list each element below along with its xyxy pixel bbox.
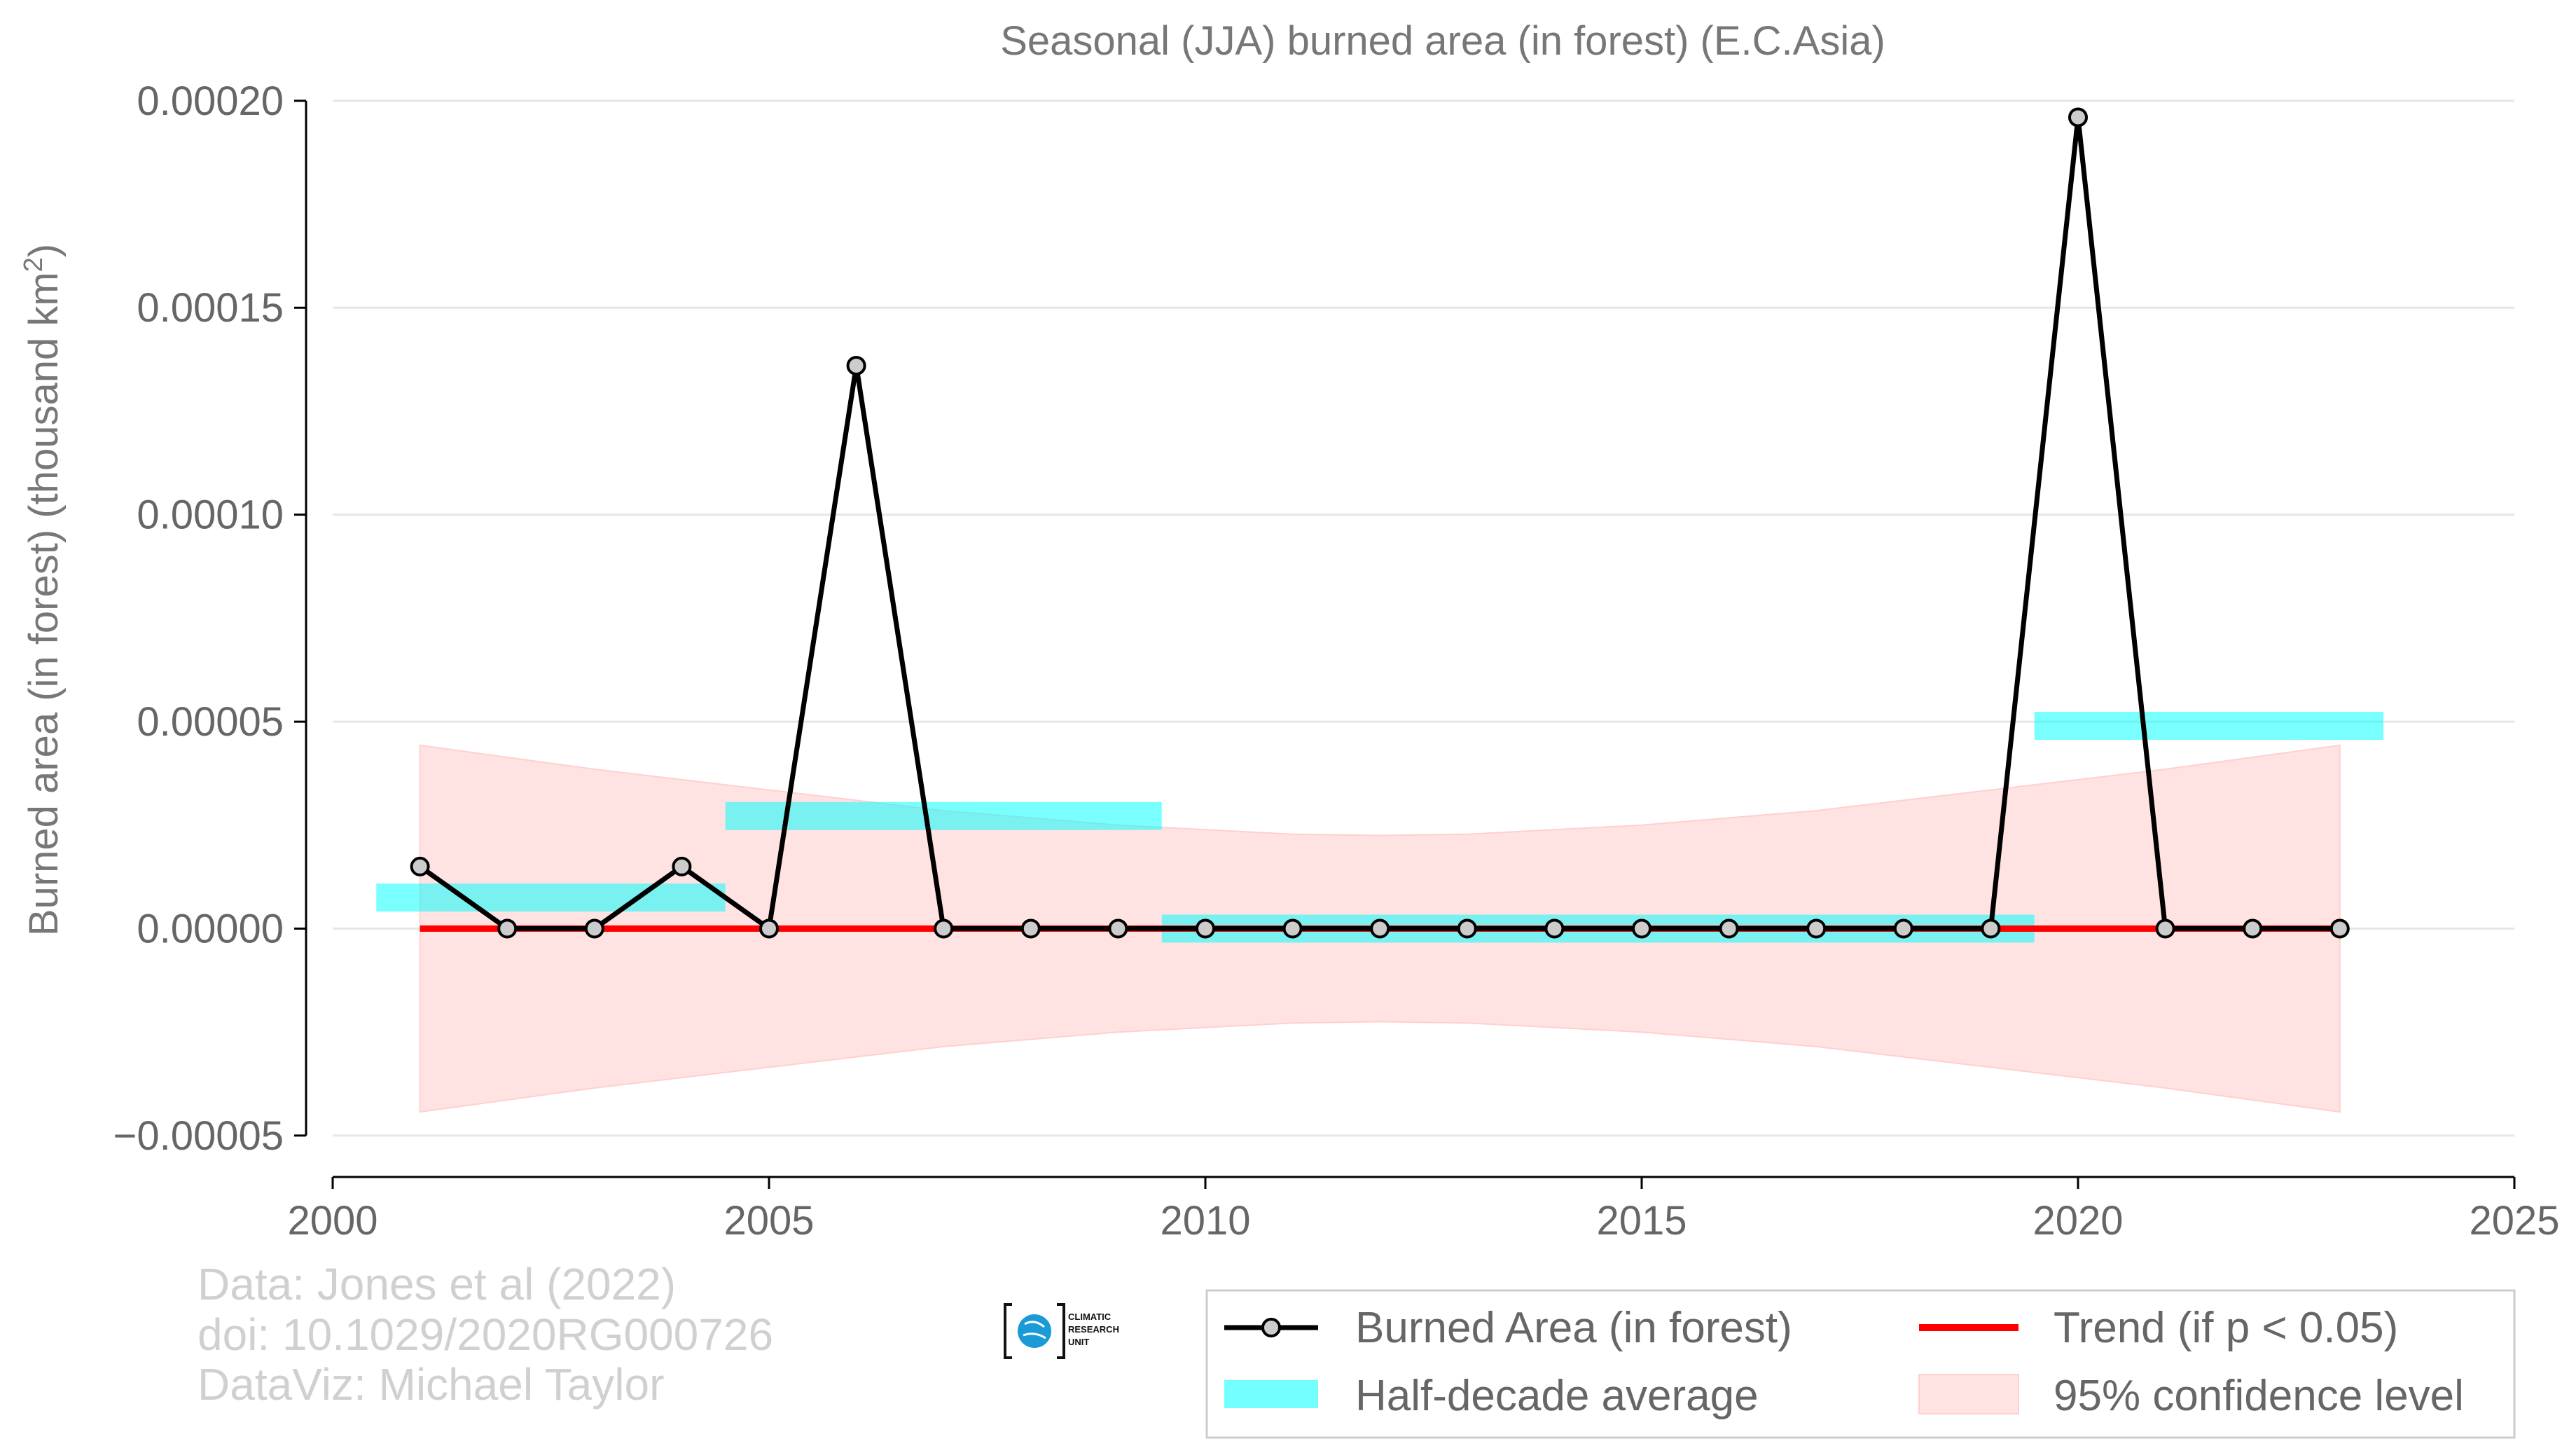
half-decade-averages bbox=[376, 711, 2384, 943]
legend-marker-burned-area bbox=[1261, 1318, 1281, 1337]
data-point bbox=[1806, 918, 1827, 939]
burned-area-series bbox=[410, 107, 2350, 939]
data-point bbox=[1632, 918, 1651, 939]
legend-item-trend: Trend (if p < 0.05) bbox=[1919, 1304, 2398, 1352]
legend-label-trend: Trend (if p < 0.05) bbox=[2054, 1304, 2398, 1352]
axes: −0.00005 0.00000 0.00005 0.00010 0.00015 0.00… bbox=[113, 78, 2559, 1244]
x-tick-label: 2010 bbox=[1160, 1198, 1250, 1244]
globe-icon bbox=[1018, 1314, 1051, 1348]
y-tick-label: 0.00010 bbox=[137, 493, 284, 538]
data-point bbox=[1108, 918, 1128, 939]
legend: Burned Area (in forest) Trend (if p < 0.… bbox=[1205, 1289, 2516, 1439]
y-axis-label-superscript: 2 bbox=[19, 257, 48, 272]
data-point bbox=[2329, 918, 2350, 939]
legend-item-confidence: 95% confidence level bbox=[1918, 1372, 2464, 1420]
data-point bbox=[1282, 918, 1303, 939]
data-point bbox=[672, 856, 692, 876]
x-tick-label: 2000 bbox=[287, 1198, 378, 1244]
x-tick-label: 2025 bbox=[2469, 1198, 2559, 1244]
data-point bbox=[584, 918, 604, 939]
credit-dataviz: DataViz: Michael Taylor bbox=[198, 1359, 664, 1410]
x-tick-label: 2005 bbox=[723, 1198, 814, 1244]
credit-doi: doi: 10.1029/2020RG000726 bbox=[198, 1309, 773, 1360]
x-tick-label: 2015 bbox=[1596, 1198, 1687, 1244]
data-point bbox=[1719, 918, 1739, 939]
y-tick-label: 0.00015 bbox=[137, 285, 284, 331]
y-tick-label: 0.00020 bbox=[137, 78, 284, 124]
data-point bbox=[2155, 918, 2175, 939]
y-tick-label: 0.00005 bbox=[137, 699, 284, 745]
half-decade-bar bbox=[376, 883, 726, 912]
data-point bbox=[2068, 107, 2088, 128]
y-axis-label: Burned area (in forest) (thousand km2) bbox=[19, 244, 67, 936]
logo-text-2: RESEARCH bbox=[1068, 1324, 1119, 1335]
data-point bbox=[759, 918, 779, 939]
half-decade-bar bbox=[725, 801, 1162, 830]
data-point bbox=[846, 355, 866, 376]
y-tick-label: 0.00000 bbox=[137, 906, 284, 951]
half-decade-bar bbox=[2034, 711, 2384, 740]
data-point bbox=[934, 918, 954, 939]
legend-label-confidence: 95% confidence level bbox=[2054, 1372, 2464, 1420]
data-point bbox=[1020, 918, 1041, 939]
data-point bbox=[1981, 918, 2001, 939]
data-point bbox=[1457, 918, 1477, 939]
legend-label-burned-area: Burned Area (in forest) bbox=[1355, 1304, 1792, 1352]
data-point bbox=[1893, 918, 1913, 939]
data-point bbox=[497, 918, 518, 939]
legend-label-half-decade: Half-decade average bbox=[1355, 1372, 1759, 1420]
legend-item-half-decade: Half-decade average bbox=[1224, 1372, 1759, 1420]
y-axis-label-end: ) bbox=[21, 244, 67, 257]
data-point bbox=[1196, 918, 1215, 939]
data-point bbox=[1544, 918, 1565, 939]
logo-text-1: CLIMATIC bbox=[1068, 1311, 1112, 1322]
data-point bbox=[410, 856, 430, 876]
data-point bbox=[1370, 918, 1390, 939]
legend-frame bbox=[1205, 1289, 2516, 1439]
y-axis-label-main: Burned area (in forest) (thousand km bbox=[21, 272, 67, 936]
data-point bbox=[2243, 918, 2263, 939]
chart-title: Seasonal (JJA) burned area (in forest) (… bbox=[1000, 18, 1885, 64]
credit-data: Data: Jones et al (2022) bbox=[198, 1259, 676, 1309]
x-tick-label: 2020 bbox=[2033, 1198, 2123, 1244]
logo-text-3: UNIT bbox=[1068, 1337, 1089, 1347]
cru-logo: CLIMATIC RESEARCH UNIT bbox=[1004, 1303, 1119, 1359]
y-tick-label: −0.00005 bbox=[113, 1113, 284, 1159]
credits: Data: Jones et al (2022) doi: 10.1029/20… bbox=[198, 1259, 773, 1410]
legend-item-burned-area: Burned Area (in forest) bbox=[1224, 1304, 1792, 1352]
